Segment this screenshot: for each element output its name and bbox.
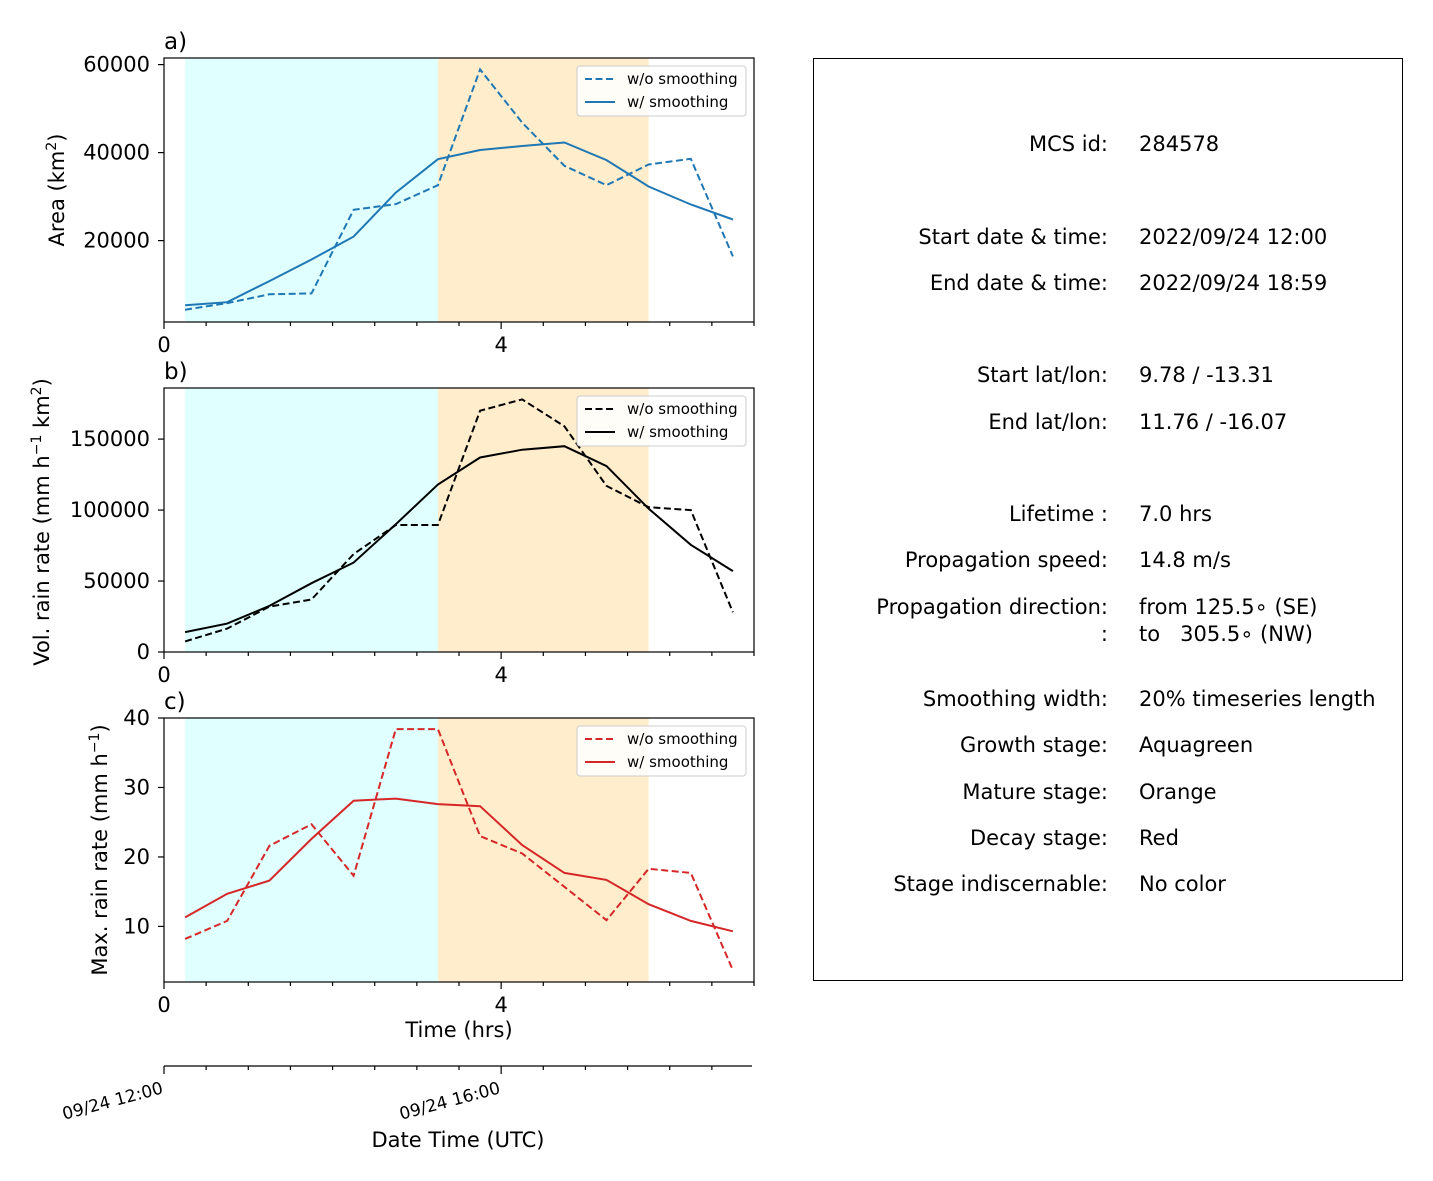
panel-max-rain-rate: c) Max. rain rate (mm h−1) 10 20 30 40 0 4 w/o…	[87, 689, 755, 1017]
x-tick-label: 4	[494, 663, 507, 687]
x-tick-label: 0	[157, 333, 170, 357]
panel-letter: c)	[164, 689, 186, 715]
info-value: 14.8 m/s	[1139, 548, 1231, 572]
info-label: End lat/lon:	[988, 410, 1108, 434]
legend-label: w/ smoothing	[627, 93, 728, 111]
unsmoothed-series-line	[184, 728, 734, 971]
info-label: Start date & time:	[918, 225, 1108, 249]
legend-label: w/o smoothing	[627, 400, 738, 418]
info-value: Orange	[1139, 780, 1217, 804]
y-tick-label: 150000	[70, 427, 150, 451]
info-value: from 125.5∘ (SE)	[1139, 595, 1318, 619]
info-value: No color	[1139, 872, 1226, 896]
panel-letter: a)	[164, 29, 187, 55]
y-tick-label: 20	[123, 845, 150, 869]
info-label: :	[1100, 622, 1108, 646]
y-tick-label: 100000	[70, 498, 150, 522]
legend-label: w/o smoothing	[627, 730, 738, 748]
date-axis: Date Time (UTC) 09/24 12:00 09/24 16:00	[60, 1065, 752, 1152]
info-label: Stage indiscernable:	[893, 872, 1108, 896]
date-tick-label: 09/24 12:00	[60, 1079, 165, 1125]
x-tick-label: 0	[157, 993, 170, 1017]
growth-stage-region	[185, 58, 438, 322]
y-tick-label: 20000	[83, 229, 150, 253]
info-value: 9.78 / -13.31	[1139, 363, 1274, 387]
unsmoothed-series-line	[184, 67, 734, 311]
y-tick-label: 50000	[83, 569, 150, 593]
unsmoothed-series-line	[184, 398, 734, 643]
x-tick-label: 0	[157, 663, 170, 687]
legend-box	[576, 725, 747, 777]
date-tick-label: 09/24 16:00	[397, 1079, 502, 1125]
info-label: Mature stage:	[962, 780, 1108, 804]
info-label: Decay stage:	[970, 826, 1108, 850]
legend-label: w/o smoothing	[627, 70, 738, 88]
info-value: 284578	[1139, 132, 1220, 156]
y-axis-label: Vol. rain rate (mm h−1 km2)	[29, 378, 54, 666]
info-label: Propagation speed:	[904, 548, 1108, 572]
mcs-info-panel: MCS id: 284578 Start date & time: 2022/09/2…	[813, 58, 1403, 981]
info-label: Lifetime :	[1008, 502, 1108, 526]
smoothed-series-line	[184, 797, 734, 933]
y-tick-label: 40000	[83, 141, 150, 165]
info-value: Red	[1139, 826, 1179, 850]
panel-area: a) Area (km2) 20000 40000 60000 0 4 w/o smoot…	[44, 29, 755, 357]
info-label: Growth stage:	[959, 733, 1108, 757]
y-tick-label: 30	[123, 775, 150, 799]
y-axis-label: Area (km2)	[44, 134, 69, 247]
panel-volume-rain-rate: b) Vol. rain rate (mm h−1 km2) 0 50000 100…	[29, 359, 755, 687]
x-tick-label: 4	[494, 993, 507, 1017]
smoothed-series-line	[185, 141, 734, 307]
panel-letter: b)	[164, 359, 188, 385]
legend-box	[576, 65, 747, 117]
info-value: 7.0 hrs	[1139, 502, 1212, 526]
info-label: MCS id:	[1028, 132, 1108, 156]
x-tick-label: 4	[494, 333, 507, 357]
info-value: 2022/09/24 18:59	[1139, 271, 1328, 295]
legend: w/o smoothing w/ smoothing	[576, 65, 747, 117]
info-value: 20% timeseries length	[1139, 687, 1376, 711]
y-tick-label: 60000	[83, 53, 150, 77]
info-label: Smoothing width:	[922, 687, 1108, 711]
y-tick-label: 10	[123, 914, 150, 938]
y-tick-label: 40	[123, 706, 150, 730]
legend-label: w/ smoothing	[627, 753, 728, 771]
legend-label: w/ smoothing	[627, 423, 728, 441]
info-value: to 305.5∘ (NW)	[1139, 622, 1313, 646]
x-axis-label: Time (hrs)	[404, 1018, 512, 1042]
y-axis-label: Max. rain rate (mm h−1)	[87, 724, 112, 975]
growth-stage-region	[185, 388, 438, 652]
info-value: 2022/09/24 12:00	[1139, 225, 1328, 249]
legend-box	[576, 395, 747, 447]
date-axis-label: Date Time (UTC)	[372, 1128, 545, 1152]
growth-stage-region	[185, 718, 438, 982]
info-label: Propagation direction:	[876, 595, 1108, 619]
legend: w/o smoothing w/ smoothing	[576, 725, 747, 777]
legend: w/o smoothing w/ smoothing	[576, 395, 747, 447]
info-value: Aquagreen	[1139, 733, 1254, 757]
info-value: 11.76 / -16.07	[1139, 410, 1288, 434]
info-label: Start lat/lon:	[976, 363, 1108, 387]
y-tick-label: 0	[137, 640, 150, 664]
info-label: End date & time:	[929, 271, 1108, 295]
smoothed-series-line	[184, 445, 734, 634]
